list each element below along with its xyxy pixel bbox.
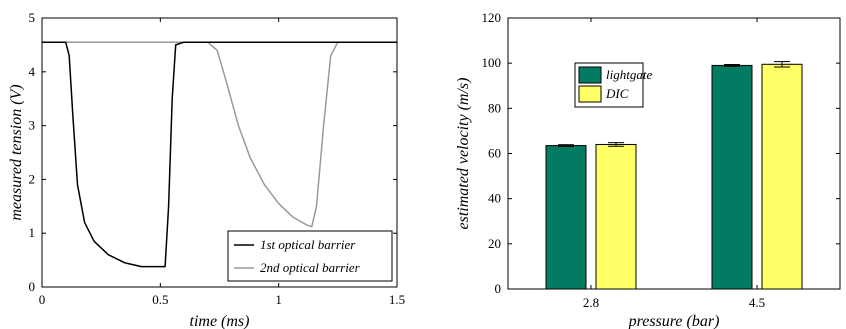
legend-label: 1st optical barrier [260,237,356,252]
left-y-tick-label: 0 [29,279,36,294]
legend-label: 2nd optical barrier [260,260,361,275]
left-plot-frame [41,17,398,288]
right-x-axis-label: pressure (bar) [628,313,720,329]
right-x-tick-label: 4.5 [749,295,765,310]
right-y-tick-label: 60 [488,146,501,161]
right-y-tick-label: 100 [482,55,502,70]
legend-label: DIC [605,86,629,101]
left-x-tick-label: 1 [275,292,282,307]
right-y-tick-label: 40 [488,191,501,206]
bar-dic [761,63,803,290]
left-x-axis-label: time (ms) [190,313,250,329]
legend-color-swatch [578,85,602,103]
left-x-tick-label: 0.5 [152,292,168,307]
right-x-tick-label: 2.8 [583,295,599,310]
legend-label: lightgate [606,67,652,82]
right-y-axis-label: estimated velocity (m/s) [455,78,472,230]
left-y-tick-label: 2 [29,171,36,186]
right-y-tick-label: 0 [495,281,502,296]
left-x-tick-label: 1.5 [389,292,405,307]
left-y-tick-label: 5 [29,10,36,25]
bar-lightgate [545,145,587,290]
bar-dic [595,143,637,290]
legend-color-swatch [578,66,602,84]
left-y-tick-label: 3 [29,118,36,133]
series-line-1 [42,41,397,268]
right-y-tick-label: 80 [488,100,501,115]
right-y-tick-label: 20 [488,236,501,251]
left-legend-box [227,230,393,282]
left-y-tick-label: 1 [29,225,36,240]
bar-lightgate [711,64,753,290]
series-line-2 [42,41,397,228]
left-x-tick-label: 0 [39,292,46,307]
right-y-tick-label: 120 [482,10,502,25]
left-y-axis-label: measured tension (V) [8,84,25,220]
left-y-tick-label: 4 [29,64,36,79]
